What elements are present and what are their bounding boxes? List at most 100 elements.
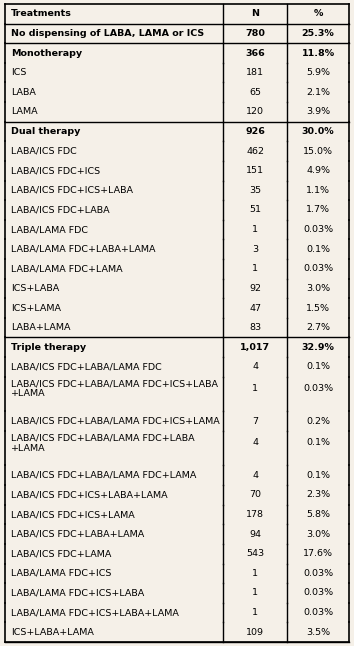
Text: ICS: ICS <box>11 68 27 77</box>
Text: 2.7%: 2.7% <box>306 323 330 332</box>
Text: N: N <box>251 9 259 18</box>
Text: LABA: LABA <box>11 88 36 97</box>
Text: LABA/ICS FDC: LABA/ICS FDC <box>11 147 77 156</box>
Text: 2.3%: 2.3% <box>306 490 330 499</box>
Bar <box>5 412 349 431</box>
Text: LAMA: LAMA <box>11 107 38 116</box>
Bar <box>5 4 349 24</box>
Text: 0.1%: 0.1% <box>306 245 330 254</box>
Text: 11.8%: 11.8% <box>302 48 335 57</box>
Bar <box>5 563 349 583</box>
Bar <box>5 485 349 505</box>
Text: 0.1%: 0.1% <box>306 362 330 371</box>
Text: 4.9%: 4.9% <box>306 166 330 175</box>
Text: LABA/ICS FDC+LABA: LABA/ICS FDC+LABA <box>11 205 110 214</box>
Text: 926: 926 <box>245 127 265 136</box>
Text: 32.9%: 32.9% <box>302 343 335 351</box>
Text: 120: 120 <box>246 107 264 116</box>
Text: 83: 83 <box>249 323 261 332</box>
Bar <box>5 431 349 466</box>
Text: 3: 3 <box>252 245 258 254</box>
Text: 0.03%: 0.03% <box>303 264 333 273</box>
Text: 70: 70 <box>249 490 261 499</box>
Bar <box>5 200 349 220</box>
Text: 0.1%: 0.1% <box>306 439 330 448</box>
Text: 1.7%: 1.7% <box>306 205 330 214</box>
Bar <box>5 121 349 141</box>
Text: LABA/ICS FDC+LABA/LAMA FDC: LABA/ICS FDC+LABA/LAMA FDC <box>11 362 162 371</box>
Text: 780: 780 <box>245 29 265 38</box>
Bar <box>5 141 349 161</box>
Text: Monotherapy: Monotherapy <box>11 48 82 57</box>
Text: 1: 1 <box>252 264 258 273</box>
Text: 1.1%: 1.1% <box>306 186 330 195</box>
Bar <box>5 466 349 485</box>
Text: 151: 151 <box>246 166 264 175</box>
Text: ICS+LABA+LAMA: ICS+LABA+LAMA <box>11 628 94 637</box>
Text: Dual therapy: Dual therapy <box>11 127 80 136</box>
Bar <box>5 259 349 278</box>
Text: LABA/LAMA FDC+LABA+LAMA: LABA/LAMA FDC+LABA+LAMA <box>11 245 155 254</box>
Bar <box>5 603 349 622</box>
Bar <box>5 337 349 357</box>
Text: LABA/LAMA FDC+ICS: LABA/LAMA FDC+ICS <box>11 569 112 578</box>
Text: 1,017: 1,017 <box>240 343 270 351</box>
Text: 0.03%: 0.03% <box>303 384 333 393</box>
Bar <box>5 357 349 377</box>
Bar <box>5 622 349 642</box>
Text: Triple therapy: Triple therapy <box>11 343 86 351</box>
Text: No dispensing of LABA, LAMA or ICS: No dispensing of LABA, LAMA or ICS <box>11 29 204 38</box>
Bar <box>5 161 349 180</box>
Text: LABA/ICS FDC+LABA+LAMA: LABA/ICS FDC+LABA+LAMA <box>11 530 144 539</box>
Text: LABA/ICS FDC+LABA/LAMA FDC+LABA
+LAMA: LABA/ICS FDC+LABA/LAMA FDC+LABA +LAMA <box>11 433 195 453</box>
Text: 5.9%: 5.9% <box>306 68 330 77</box>
Text: LABA/LAMA FDC+ICS+LABA+LAMA: LABA/LAMA FDC+ICS+LABA+LAMA <box>11 608 179 617</box>
Text: LABA/ICS FDC+LAMA: LABA/ICS FDC+LAMA <box>11 549 112 558</box>
Text: 4: 4 <box>252 439 258 448</box>
Text: 2.1%: 2.1% <box>306 88 330 97</box>
Bar <box>5 180 349 200</box>
Bar <box>5 505 349 525</box>
Text: 0.03%: 0.03% <box>303 589 333 598</box>
Text: ICS+LABA: ICS+LABA <box>11 284 59 293</box>
Text: 1: 1 <box>252 569 258 578</box>
Text: LABA/ICS FDC+LABA/LAMA FDC+ICS+LAMA: LABA/ICS FDC+LABA/LAMA FDC+ICS+LAMA <box>11 417 220 426</box>
Bar <box>5 102 349 121</box>
Text: 4: 4 <box>252 362 258 371</box>
Text: 0.03%: 0.03% <box>303 608 333 617</box>
Text: 47: 47 <box>249 304 261 313</box>
Text: 178: 178 <box>246 510 264 519</box>
Text: LABA+LAMA: LABA+LAMA <box>11 323 70 332</box>
Text: 0.03%: 0.03% <box>303 569 333 578</box>
Text: 0.2%: 0.2% <box>306 417 330 426</box>
Text: 1: 1 <box>252 589 258 598</box>
Text: 15.0%: 15.0% <box>303 147 333 156</box>
Text: 1: 1 <box>252 384 258 393</box>
Text: 1: 1 <box>252 608 258 617</box>
Bar <box>5 24 349 43</box>
Text: 462: 462 <box>246 147 264 156</box>
Text: 543: 543 <box>246 549 264 558</box>
Bar <box>5 544 349 563</box>
Text: 1.5%: 1.5% <box>306 304 330 313</box>
Text: 1: 1 <box>252 225 258 234</box>
Text: 17.6%: 17.6% <box>303 549 333 558</box>
Text: LABA/ICS FDC+ICS+LABA+LAMA: LABA/ICS FDC+ICS+LABA+LAMA <box>11 490 168 499</box>
Text: 0.03%: 0.03% <box>303 225 333 234</box>
Bar <box>5 525 349 544</box>
Bar <box>5 43 349 63</box>
Text: 51: 51 <box>249 205 261 214</box>
Bar <box>5 298 349 318</box>
Text: 7: 7 <box>252 417 258 426</box>
Text: LABA/ICS FDC+LABA/LAMA FDC+LAMA: LABA/ICS FDC+LABA/LAMA FDC+LAMA <box>11 471 196 480</box>
Text: ICS+LAMA: ICS+LAMA <box>11 304 61 313</box>
Bar <box>5 278 349 298</box>
Text: LABA/ICS FDC+ICS+LAMA: LABA/ICS FDC+ICS+LAMA <box>11 510 135 519</box>
Text: 3.0%: 3.0% <box>306 284 330 293</box>
Text: 65: 65 <box>249 88 261 97</box>
Bar <box>5 240 349 259</box>
Text: LABA/ICS FDC+LABA/LAMA FDC+ICS+LABA
+LAMA: LABA/ICS FDC+LABA/LAMA FDC+ICS+LABA +LAM… <box>11 379 218 399</box>
Bar <box>5 377 349 412</box>
Text: 35: 35 <box>249 186 261 195</box>
Text: LABA/LAMA FDC: LABA/LAMA FDC <box>11 225 88 234</box>
